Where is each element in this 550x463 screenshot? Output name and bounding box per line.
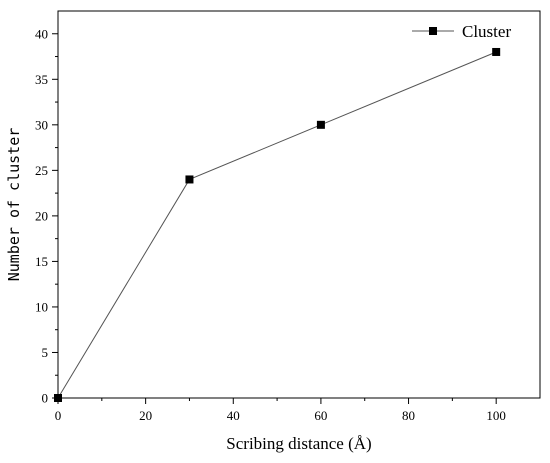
data-point [316,120,325,129]
data-point [54,394,62,402]
y-axis-ticks: 0 5 10 15 20 25 30 35 40 [35,26,58,406]
y-tick-label: 15 [35,254,48,269]
y-tick-label: 25 [35,163,48,178]
legend-marker [429,27,437,35]
y-tick-label: 5 [42,345,49,360]
x-tick-label: 80 [402,408,415,423]
series-line-cluster [57,51,497,399]
x-tick-label: 60 [314,408,327,423]
y-tick-label: 20 [35,208,48,223]
x-tick-label: 40 [227,408,240,423]
legend: Cluster [412,22,511,41]
x-axis-ticks: 0 20 40 60 80 100 [55,398,506,423]
plot-border [57,10,541,399]
y-axis-title: Number of cluster [5,128,23,282]
x-tick-label: 20 [139,408,152,423]
x-tick-label: 100 [486,408,506,423]
data-point [185,175,194,184]
y-tick-label: 35 [35,72,48,87]
y-tick-label: 10 [35,299,48,314]
y-tick-label: 0 [42,391,49,406]
series-layer [54,47,501,402]
x-axis-title: Scribing distance (Å) [226,434,371,453]
y-tick-label: 40 [35,26,48,41]
x-tick-label: 0 [55,408,62,423]
plot-frame [57,10,541,399]
y-tick-label: 30 [35,117,48,132]
data-point [492,47,501,56]
legend-label: Cluster [462,22,511,41]
